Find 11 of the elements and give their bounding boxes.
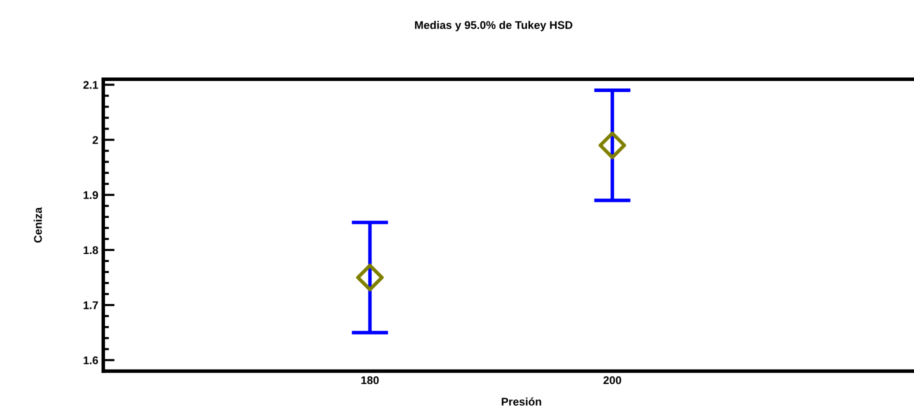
y-axis-title: Ceniza xyxy=(34,207,42,243)
y-tick-label: 2 xyxy=(92,136,98,144)
x-axis-title: Presión xyxy=(502,397,542,406)
x-tick-label: 200 xyxy=(603,376,622,384)
chart-title: Medias y 95.0% de Tukey HSD xyxy=(415,20,572,32)
y-tick-label: 2.1 xyxy=(83,81,98,89)
x-tick-label: 180 xyxy=(361,376,379,384)
y-tick-label: 1.8 xyxy=(84,246,98,254)
y-tick-label: 1.7 xyxy=(84,301,98,310)
y-tick-label: 1.6 xyxy=(84,356,98,364)
y-tick-label: 1.9 xyxy=(84,191,98,200)
